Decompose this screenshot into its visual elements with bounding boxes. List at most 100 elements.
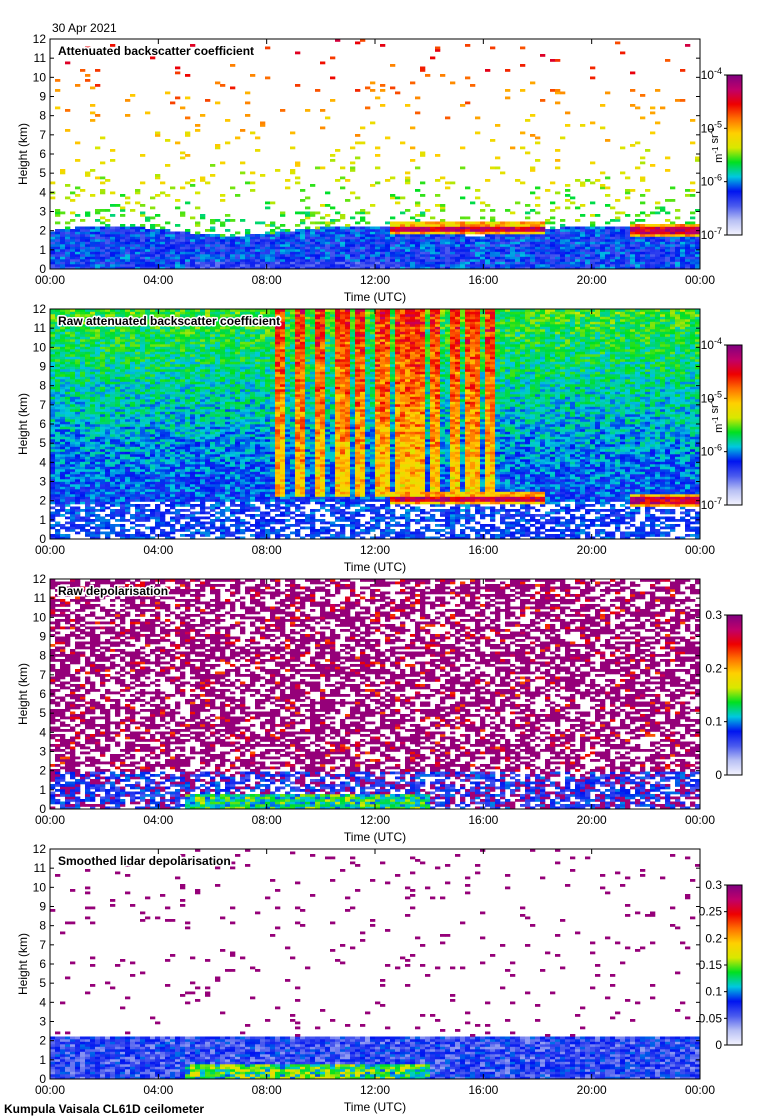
heatmap-cell <box>295 229 301 232</box>
heatmap-cell <box>140 424 146 427</box>
heatmap-cell <box>50 514 56 517</box>
heatmap-cell <box>145 266 151 270</box>
heatmap-cell <box>400 254 406 257</box>
heatmap-cell <box>220 249 226 252</box>
heatmap-cell <box>100 471 106 475</box>
heatmap-cell <box>85 436 91 440</box>
heatmap-cell <box>270 244 276 247</box>
heatmap-cell <box>55 254 61 257</box>
heatmap-cell <box>105 474 111 477</box>
heatmap-cell <box>470 266 476 270</box>
heatmap-cell <box>245 256 251 260</box>
y-tick-label: 7 <box>39 128 46 142</box>
heatmap-cell <box>460 241 466 245</box>
heatmap-cell <box>245 234 251 237</box>
heatmap-cell <box>180 186 186 190</box>
heatmap-cell <box>545 259 551 262</box>
heatmap-cell <box>110 319 116 322</box>
heatmap-cell <box>70 466 76 470</box>
heatmap-cell <box>385 244 391 247</box>
heatmap-cell <box>315 241 321 245</box>
heatmap-cell <box>130 331 136 335</box>
heatmap-cell <box>115 386 121 390</box>
heatmap-cell <box>50 249 56 252</box>
heatmap-cell <box>450 226 456 230</box>
heatmap-cell <box>695 256 701 260</box>
heatmap-cell <box>100 226 106 230</box>
heatmap-cell <box>60 431 66 435</box>
y-tick-label: 6 <box>39 147 46 161</box>
heatmap-cell <box>55 316 61 320</box>
heatmap-cell <box>150 244 156 247</box>
heatmap-cell <box>480 239 486 242</box>
heatmap-cell <box>95 331 101 335</box>
heatmap-cell <box>75 531 81 535</box>
heatmap-cell <box>520 266 526 270</box>
heatmap-cell <box>640 264 646 267</box>
heatmap-cell <box>200 179 206 182</box>
heatmap-cell <box>85 404 91 407</box>
heatmap-cell <box>310 256 316 260</box>
heatmap-cell <box>440 226 446 230</box>
heatmap-cell <box>170 489 176 492</box>
heatmap-cell <box>70 309 76 312</box>
heatmap-cell <box>605 204 611 207</box>
heatmap-cell <box>340 176 346 180</box>
heatmap-cell <box>505 209 511 212</box>
heatmap-cell <box>520 146 526 150</box>
heatmap-cell <box>105 441 111 445</box>
heatmap-cell <box>80 451 86 455</box>
heatmap-cell <box>110 461 116 465</box>
heatmap-cell <box>90 264 96 267</box>
heatmap-cell <box>420 224 426 227</box>
heatmap-cell <box>160 471 166 475</box>
heatmap-cell <box>215 264 221 267</box>
heatmap-cell <box>510 244 516 247</box>
heatmap-cell <box>515 266 521 270</box>
heatmap-cell <box>325 236 331 240</box>
heatmap-cell <box>405 256 411 260</box>
heatmap-cell <box>130 321 136 325</box>
heatmap-cell <box>550 251 556 255</box>
heatmap-cell <box>355 256 361 260</box>
heatmap-cell <box>690 254 696 257</box>
heatmap-cell <box>665 211 671 215</box>
heatmap-cell <box>95 366 101 370</box>
heatmap-cell <box>330 261 336 265</box>
heatmap-cell <box>470 251 476 255</box>
heatmap-cell <box>405 261 411 265</box>
heatmap-cell <box>525 211 531 215</box>
heatmap-cell <box>60 406 66 410</box>
heatmap-cell <box>265 251 271 255</box>
heatmap-cell <box>155 134 161 137</box>
heatmap-cell <box>145 389 151 392</box>
heatmap-cell <box>410 159 416 162</box>
heatmap-cell <box>155 249 161 252</box>
heatmap-cell <box>490 216 496 220</box>
heatmap-cell <box>65 431 71 435</box>
heatmap-cell <box>60 424 66 427</box>
heatmap-cell <box>135 236 141 240</box>
heatmap-cell <box>150 361 156 365</box>
heatmap-cell <box>605 176 611 180</box>
heatmap-cell <box>65 441 71 445</box>
heatmap-cell <box>365 254 371 257</box>
heatmap-cell <box>60 394 66 397</box>
heatmap-cell <box>55 249 61 252</box>
heatmap-cell <box>160 356 166 360</box>
heatmap-cell <box>110 489 116 492</box>
heatmap-cell <box>145 424 151 427</box>
heatmap-cell <box>110 524 116 527</box>
heatmap-cell <box>545 251 551 255</box>
heatmap-cell <box>70 239 76 242</box>
heatmap-cell <box>140 254 146 257</box>
heatmap-cell <box>165 454 171 457</box>
heatmap-cell <box>60 254 66 257</box>
heatmap-cell <box>95 211 101 215</box>
heatmap-cell <box>120 536 126 540</box>
heatmap-cell <box>130 366 136 370</box>
heatmap-cell <box>85 239 91 242</box>
heatmap-cell <box>535 266 541 270</box>
heatmap-cell <box>225 219 231 222</box>
heatmap-cell <box>600 231 606 235</box>
